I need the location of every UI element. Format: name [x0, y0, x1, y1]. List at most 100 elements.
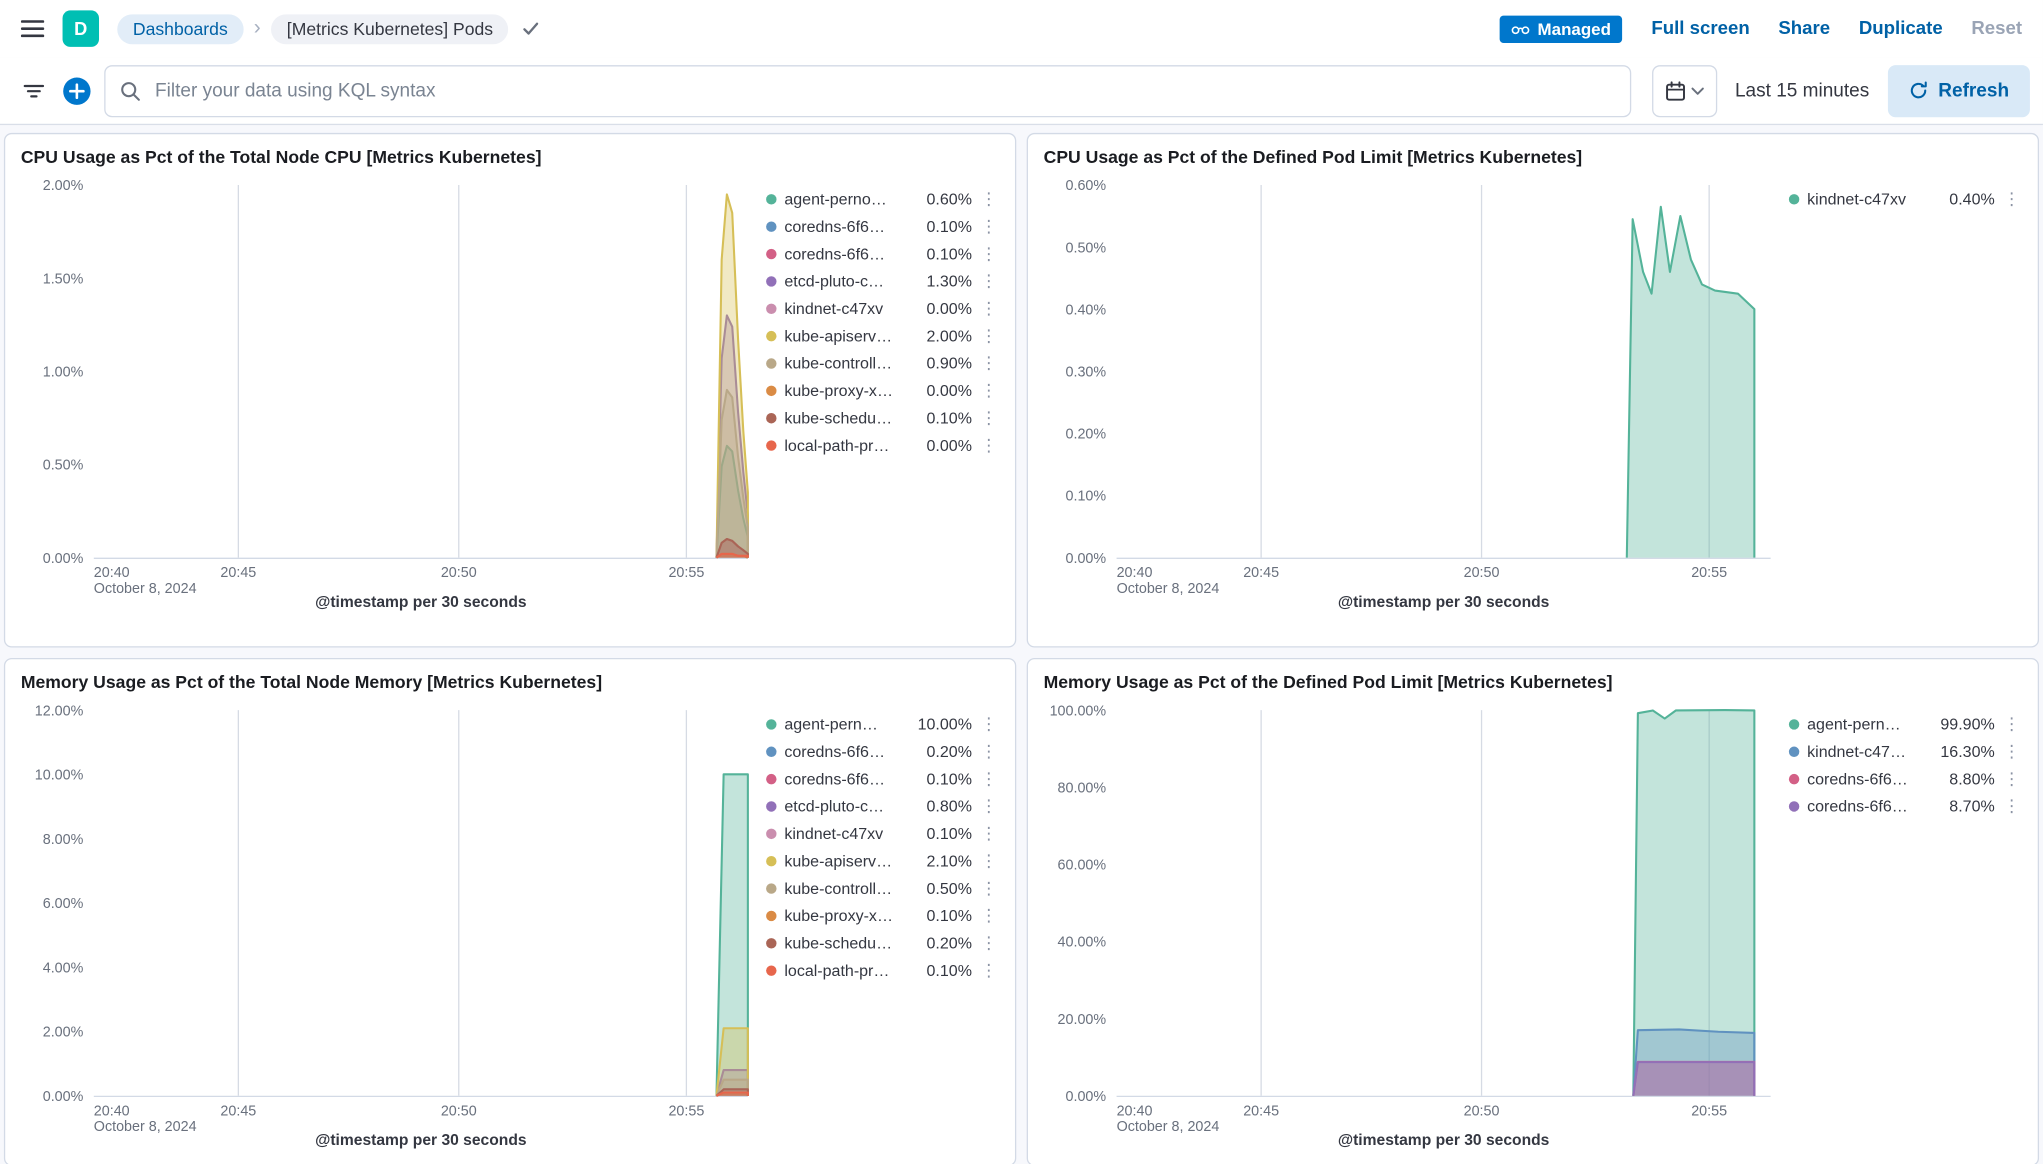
legend-series-dot: [1788, 745, 1800, 757]
legend-item[interactable]: kube-schedu… 0.10% ⋮: [766, 404, 998, 431]
panel-title[interactable]: Memory Usage as Pct of the Defined Pod L…: [1043, 672, 1613, 692]
legend-item[interactable]: coredns-6f6… 0.10% ⋮: [766, 765, 998, 792]
time-range-label[interactable]: Last 15 minutes: [1734, 80, 1870, 101]
legend-item[interactable]: coredns-6f6… 0.20% ⋮: [766, 737, 998, 764]
legend-series-dot: [766, 773, 777, 784]
svg-text:20:45: 20:45: [1243, 1103, 1279, 1119]
legend-item[interactable]: kube-controll… 0.50% ⋮: [766, 874, 998, 901]
managed-badge[interactable]: Managed: [1499, 14, 1623, 43]
legend-series-value: 0.10%: [926, 408, 972, 427]
legend-item-menu-icon[interactable]: ⋮: [980, 216, 998, 236]
quick-select-button[interactable]: [1651, 64, 1717, 117]
panel-title[interactable]: Memory Usage as Pct of the Total Node Me…: [20, 672, 603, 692]
legend-item[interactable]: agent-pern… 10.00% ⋮: [766, 710, 998, 737]
panel-title[interactable]: CPU Usage as Pct of the Total Node CPU […: [20, 147, 542, 167]
legend-item-menu-icon[interactable]: ⋮: [2003, 796, 2021, 816]
legend-item-menu-icon[interactable]: ⋮: [980, 243, 998, 264]
legend-item[interactable]: coredns-6f6… 8.70% ⋮: [1788, 792, 2021, 819]
legend-series-value: 0.00%: [926, 299, 972, 318]
fullscreen-button[interactable]: Full screen: [1651, 18, 1750, 40]
date-picker: Last 15 minutes Refresh: [1651, 64, 2030, 117]
refresh-button[interactable]: Refresh: [1887, 64, 2030, 117]
legend-item-menu-icon[interactable]: ⋮: [980, 188, 998, 209]
legend-series-label: coredns-6f6…: [784, 742, 885, 761]
legend-series-value: 0.40%: [1949, 189, 1995, 208]
legend-item-menu-icon[interactable]: ⋮: [2003, 713, 2021, 734]
legend-item-menu-icon[interactable]: ⋮: [980, 741, 998, 761]
legend-item[interactable]: etcd-pluto-c… 0.80% ⋮: [766, 792, 998, 819]
legend-item-menu-icon[interactable]: ⋮: [980, 407, 998, 428]
svg-text:0.00%: 0.00%: [43, 1089, 84, 1105]
legend-item-menu-icon[interactable]: ⋮: [980, 768, 998, 789]
legend-series-dot: [766, 827, 777, 839]
legend-item[interactable]: coredns-6f6… 0.10% ⋮: [766, 212, 998, 239]
legend-item-menu-icon[interactable]: ⋮: [980, 796, 998, 816]
add-filter-button[interactable]: [63, 76, 92, 105]
svg-text:20:50: 20:50: [1464, 1103, 1500, 1119]
legend-item-menu-icon[interactable]: ⋮: [2003, 188, 2021, 209]
svg-text:0.00%: 0.00%: [43, 551, 84, 567]
legend-item[interactable]: kube-apiserv… 2.00% ⋮: [766, 322, 998, 349]
legend-item-menu-icon[interactable]: ⋮: [980, 932, 998, 953]
legend-item[interactable]: coredns-6f6… 8.80% ⋮: [1788, 765, 2021, 792]
legend-item[interactable]: kube-schedu… 0.20% ⋮: [766, 929, 998, 956]
svg-text:40.00%: 40.00%: [1058, 935, 1107, 951]
legend-item-menu-icon[interactable]: ⋮: [980, 298, 998, 318]
legend-item[interactable]: agent-pern… 99.90% ⋮: [1788, 710, 2021, 737]
saved-check-icon[interactable]: [522, 20, 542, 38]
legend-item-menu-icon[interactable]: ⋮: [980, 850, 998, 871]
legend-series-value: 0.20%: [926, 933, 972, 952]
svg-text:20:50: 20:50: [1464, 565, 1500, 581]
breadcrumb-current[interactable]: [Metrics Kubernetes] Pods: [271, 13, 509, 44]
legend-series-label: kube-controll…: [784, 353, 893, 372]
legend-item[interactable]: kindnet-c47xv 0.40% ⋮: [1788, 185, 2021, 212]
panel-title[interactable]: CPU Usage as Pct of the Defined Pod Limi…: [1043, 147, 1583, 167]
svg-text:@timestamp per 30 seconds: @timestamp per 30 seconds: [1338, 1132, 1550, 1149]
share-button[interactable]: Share: [1778, 18, 1831, 40]
legend-item-menu-icon[interactable]: ⋮: [980, 271, 998, 291]
legend-series-dot: [766, 248, 777, 259]
filter-menu-button[interactable]: [13, 64, 55, 116]
legend-item-menu-icon[interactable]: ⋮: [980, 380, 998, 400]
legend-item[interactable]: local-path-pr… 0.10% ⋮: [766, 956, 998, 983]
legend-item[interactable]: kube-proxy-x… 0.10% ⋮: [766, 902, 998, 929]
legend-item[interactable]: coredns-6f6… 0.10% ⋮: [766, 240, 998, 267]
legend-item-menu-icon[interactable]: ⋮: [2003, 741, 2021, 761]
legend-series-label: coredns-6f6…: [1807, 769, 1908, 788]
legend-item[interactable]: kube-controll… 0.90% ⋮: [766, 349, 998, 376]
kql-search-input[interactable]: [104, 64, 1631, 117]
legend-item-menu-icon[interactable]: ⋮: [980, 353, 998, 373]
legend-series-label: coredns-6f6…: [784, 216, 885, 236]
duplicate-button[interactable]: Duplicate: [1858, 18, 1943, 40]
legend-item[interactable]: kindnet-c47… 16.30% ⋮: [1788, 737, 2021, 764]
legend-item-menu-icon[interactable]: ⋮: [980, 325, 998, 346]
legend-item-menu-icon[interactable]: ⋮: [980, 960, 998, 980]
breadcrumb-dashboards[interactable]: Dashboards: [117, 13, 244, 44]
legend-series-label: agent-pern…: [1807, 714, 1901, 733]
legend-series-dot: [766, 357, 777, 369]
legend-item[interactable]: kube-proxy-x… 0.00% ⋮: [766, 377, 998, 404]
legend-item-menu-icon[interactable]: ⋮: [980, 435, 998, 455]
reset-button[interactable]: Reset: [1971, 18, 2023, 40]
legend-item[interactable]: kindnet-c47xv 0.10% ⋮: [766, 820, 998, 847]
legend-item-menu-icon[interactable]: ⋮: [980, 823, 998, 843]
legend-item[interactable]: kube-apiserv… 2.10% ⋮: [766, 847, 998, 874]
legend-item-menu-icon[interactable]: ⋮: [980, 905, 998, 926]
legend-item-menu-icon[interactable]: ⋮: [980, 713, 998, 734]
kql-search: [104, 64, 1631, 117]
space-avatar[interactable]: D: [62, 10, 100, 47]
legend-item[interactable]: kindnet-c47xv 0.00% ⋮: [766, 294, 998, 321]
legend-item-menu-icon[interactable]: ⋮: [2003, 768, 2021, 789]
legend-item-menu-icon[interactable]: ⋮: [980, 878, 998, 898]
svg-text:20:45: 20:45: [1243, 565, 1279, 581]
legend-item[interactable]: agent-perno… 0.60% ⋮: [766, 185, 998, 212]
legend-item[interactable]: etcd-pluto-c… 1.30% ⋮: [766, 267, 998, 294]
legend-item[interactable]: local-path-pr… 0.00% ⋮: [766, 431, 998, 458]
legend-series-label: kube-schedu…: [784, 933, 893, 952]
svg-text:0.10%: 0.10%: [1066, 489, 1107, 505]
menu-button[interactable]: [20, 20, 45, 38]
